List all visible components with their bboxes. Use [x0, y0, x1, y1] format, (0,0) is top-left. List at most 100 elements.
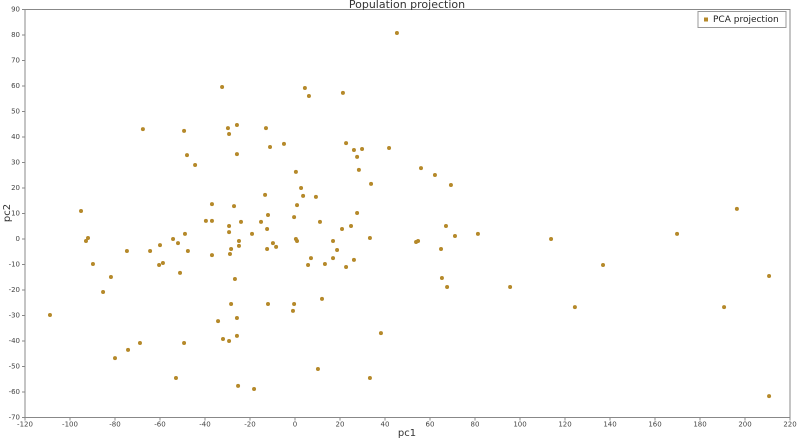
point	[439, 246, 444, 251]
point	[229, 302, 234, 307]
point	[250, 231, 255, 236]
point	[281, 141, 286, 146]
point	[331, 256, 336, 261]
point	[432, 172, 437, 177]
point	[308, 256, 313, 261]
point	[266, 213, 270, 218]
point	[178, 270, 183, 275]
point	[108, 274, 113, 279]
point	[301, 193, 306, 198]
point	[79, 208, 84, 213]
point	[227, 131, 232, 136]
point	[344, 141, 349, 146]
point	[290, 308, 295, 313]
y-tick-label: -20	[9, 286, 20, 294]
point	[160, 260, 165, 265]
x-tick-label: 220	[783, 421, 796, 429]
y-tick-label: 20	[11, 184, 20, 192]
point	[232, 204, 237, 209]
point	[171, 237, 176, 241]
point	[315, 367, 320, 372]
point	[475, 231, 480, 236]
x-tick-label: -80	[109, 421, 120, 429]
y-tick-label: -40	[9, 337, 20, 345]
y-tick-label: -30	[9, 312, 20, 320]
point	[378, 331, 383, 336]
point	[443, 223, 448, 228]
point	[234, 152, 239, 157]
point	[220, 85, 225, 90]
point	[182, 231, 187, 236]
point	[295, 203, 300, 208]
x-tick-label: -120	[17, 421, 33, 429]
point	[331, 239, 336, 244]
point	[140, 127, 145, 132]
point	[182, 341, 187, 346]
point	[216, 319, 221, 324]
point	[340, 227, 345, 232]
point	[227, 223, 232, 228]
point	[292, 215, 297, 220]
point	[124, 248, 129, 253]
x-tick-label: 80	[471, 421, 480, 429]
point	[387, 145, 392, 150]
point	[313, 194, 318, 199]
point	[601, 263, 606, 268]
point	[320, 296, 324, 301]
y-axis-label: pc2	[2, 204, 13, 222]
point	[349, 223, 354, 228]
x-tick-label: -60	[154, 421, 165, 429]
point	[203, 218, 208, 223]
y-tick-label: 60	[11, 82, 20, 90]
point	[293, 169, 298, 174]
point	[722, 305, 727, 310]
point	[47, 312, 52, 317]
point	[734, 206, 739, 211]
point	[767, 394, 772, 399]
point	[355, 154, 360, 159]
point	[176, 241, 180, 246]
point	[419, 166, 423, 171]
point	[356, 167, 361, 172]
point	[367, 235, 372, 240]
x-tick-label: 0	[293, 421, 297, 429]
point	[367, 375, 372, 380]
legend-box	[697, 11, 787, 28]
x-tick-label: -40	[199, 421, 210, 429]
point	[227, 339, 232, 343]
point	[306, 93, 311, 98]
y-tick-label: -50	[9, 363, 20, 371]
point	[236, 383, 241, 388]
point	[185, 153, 189, 158]
point	[416, 239, 421, 244]
x-tick-label: 200	[738, 421, 751, 429]
point	[263, 192, 268, 197]
point	[452, 233, 457, 238]
point	[193, 163, 198, 168]
point	[86, 235, 90, 240]
point	[295, 239, 300, 244]
point	[236, 239, 241, 244]
x-tick-label: 20	[336, 421, 345, 429]
point	[229, 246, 234, 251]
y-tick-label: 30	[11, 159, 20, 167]
point	[369, 181, 374, 186]
y-tick-label: -60	[9, 388, 20, 396]
point	[355, 210, 360, 215]
point	[351, 257, 356, 262]
point	[317, 219, 322, 224]
x-tick-label: -20	[244, 421, 255, 429]
point	[340, 90, 345, 95]
point	[148, 248, 153, 253]
point	[292, 302, 297, 307]
point	[394, 30, 399, 35]
y-tick-label: 10	[11, 210, 20, 218]
point	[448, 182, 453, 187]
y-tick-label: 80	[11, 31, 20, 39]
y-tick-label: 90	[11, 6, 20, 14]
point	[259, 219, 264, 224]
x-tick-label: 160	[648, 421, 661, 429]
point	[322, 261, 327, 266]
legend-text: PCA projection	[713, 15, 779, 25]
